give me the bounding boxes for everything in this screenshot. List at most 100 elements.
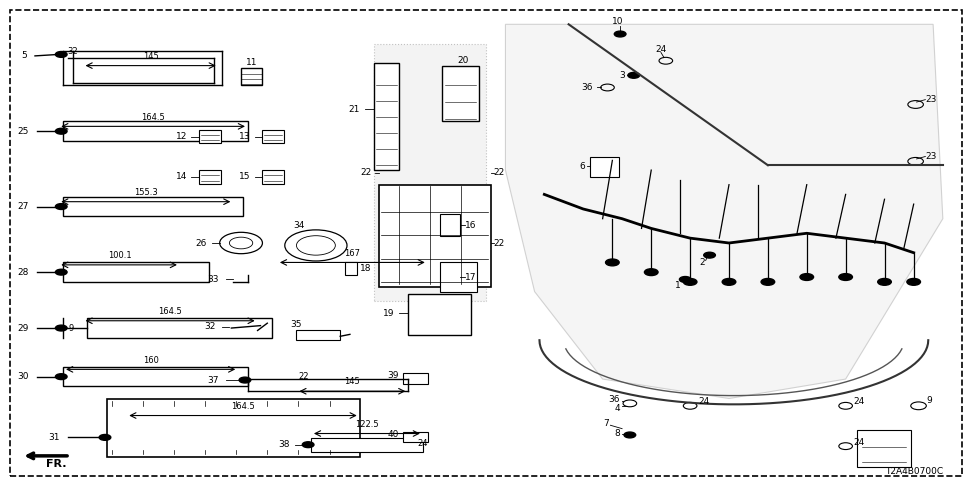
Text: 22: 22	[494, 239, 505, 247]
Text: 100.1: 100.1	[108, 251, 131, 260]
Circle shape	[722, 278, 736, 285]
Bar	[241, 68, 262, 85]
Text: 27: 27	[17, 202, 29, 211]
Circle shape	[55, 374, 67, 380]
Bar	[63, 262, 209, 282]
Text: 155.3: 155.3	[134, 188, 157, 197]
Bar	[199, 170, 221, 184]
Text: 39: 39	[387, 371, 399, 380]
Text: FR.: FR.	[46, 459, 67, 469]
Text: 1: 1	[675, 281, 680, 290]
Text: 24: 24	[655, 45, 667, 54]
Polygon shape	[505, 24, 943, 399]
Text: 13: 13	[239, 132, 251, 141]
Bar	[63, 367, 248, 386]
Text: 33: 33	[207, 275, 219, 284]
Text: 7: 7	[604, 419, 609, 428]
Text: 15: 15	[239, 173, 251, 181]
Text: 19: 19	[383, 309, 395, 318]
Circle shape	[839, 274, 852, 280]
Text: 26: 26	[195, 239, 207, 247]
Bar	[262, 130, 284, 143]
Text: 24: 24	[698, 398, 710, 406]
Bar	[262, 170, 284, 184]
Text: 164.5: 164.5	[141, 112, 164, 122]
Text: 160: 160	[143, 355, 158, 364]
Bar	[403, 373, 428, 384]
Text: 18: 18	[360, 264, 371, 273]
Circle shape	[302, 442, 314, 448]
Bar	[199, 130, 221, 143]
Circle shape	[624, 432, 636, 438]
Circle shape	[679, 277, 691, 282]
Text: 2: 2	[699, 258, 705, 267]
Text: 9: 9	[926, 397, 932, 405]
Circle shape	[55, 204, 67, 209]
Text: 9: 9	[68, 324, 74, 332]
Circle shape	[704, 252, 715, 258]
Circle shape	[99, 434, 111, 440]
Bar	[63, 197, 243, 216]
Text: 25: 25	[17, 127, 29, 136]
Bar	[63, 122, 248, 141]
Text: 17: 17	[465, 273, 476, 281]
Circle shape	[907, 278, 920, 285]
Text: 10: 10	[611, 17, 623, 26]
Text: 8: 8	[614, 429, 620, 438]
Text: 122.5: 122.5	[355, 419, 378, 429]
Circle shape	[55, 128, 67, 134]
Circle shape	[55, 325, 67, 331]
Text: 38: 38	[278, 440, 290, 449]
Bar	[408, 294, 471, 335]
Text: 36: 36	[581, 83, 593, 92]
Text: 6: 6	[579, 162, 585, 171]
Circle shape	[55, 269, 67, 275]
Bar	[590, 157, 619, 177]
Text: 23: 23	[925, 152, 937, 161]
Bar	[311, 438, 423, 452]
Text: 5: 5	[21, 52, 27, 60]
Text: 145: 145	[344, 377, 360, 386]
Circle shape	[683, 278, 697, 285]
Text: 28: 28	[17, 268, 29, 277]
Bar	[87, 318, 272, 338]
Text: 145: 145	[143, 52, 158, 61]
Text: 34: 34	[294, 222, 305, 230]
Text: 24: 24	[853, 438, 865, 447]
Bar	[442, 66, 479, 122]
Text: 36: 36	[608, 395, 620, 404]
Text: 3: 3	[619, 71, 625, 80]
Text: 167: 167	[344, 248, 360, 258]
Text: 4: 4	[614, 404, 620, 413]
Text: 35: 35	[291, 320, 302, 329]
Bar	[857, 430, 911, 467]
Text: 22: 22	[298, 372, 308, 381]
Circle shape	[55, 52, 67, 57]
Circle shape	[606, 259, 619, 266]
Bar	[296, 330, 340, 340]
Bar	[440, 262, 477, 292]
Bar	[374, 44, 486, 301]
Text: 21: 21	[348, 105, 360, 114]
Text: 24: 24	[853, 398, 865, 406]
Text: 40: 40	[387, 431, 399, 439]
Text: 11: 11	[246, 58, 258, 67]
Circle shape	[761, 278, 775, 285]
Text: 24: 24	[418, 439, 428, 448]
Circle shape	[614, 31, 626, 37]
Text: T2A4B0700C: T2A4B0700C	[885, 467, 943, 476]
Text: 164.5: 164.5	[231, 401, 255, 411]
Text: 31: 31	[49, 433, 60, 442]
Text: 23: 23	[925, 95, 937, 104]
Text: 20: 20	[457, 56, 469, 65]
Text: 30: 30	[17, 372, 29, 381]
Circle shape	[800, 274, 814, 280]
Circle shape	[878, 278, 891, 285]
Bar	[440, 214, 460, 236]
Text: 32: 32	[204, 322, 216, 331]
Text: 22: 22	[360, 168, 371, 177]
Text: 32: 32	[68, 47, 78, 55]
Text: 37: 37	[207, 376, 219, 384]
Bar	[379, 185, 491, 287]
Circle shape	[644, 269, 658, 276]
